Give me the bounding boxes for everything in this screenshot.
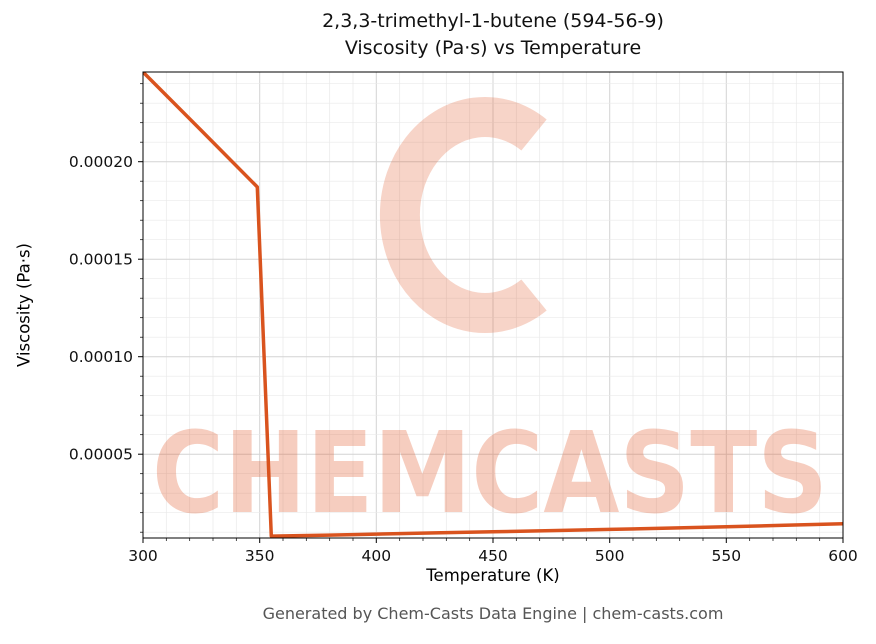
x-tick-label: 450 [478,547,508,565]
x-tick-label: 500 [595,547,625,565]
y-axis-label: Viscosity (Pa·s) [14,243,34,367]
x-tick-label: 300 [128,547,158,565]
x-tick-label: 350 [245,547,275,565]
chart-title: 2,3,3-trimethyl-1-butene (594-56-9) Visc… [143,8,843,62]
x-tick-label: 550 [712,547,742,565]
footer-credit: Generated by Chem-Casts Data Engine | ch… [262,604,724,623]
chart-title-line2: Viscosity (Pa·s) vs Temperature [344,37,642,59]
x-tick-label: 400 [362,547,392,565]
chart-title-line1: 2,3,3-trimethyl-1-butene (594-56-9) [322,10,664,32]
x-tick-label: 600 [828,547,858,565]
y-tick-label: 0.00005 [69,446,133,464]
y-tick-label: 0.00015 [69,251,133,269]
y-tick-label: 0.00010 [69,348,133,366]
y-tick-label: 0.00020 [69,153,133,171]
chemcasts-c-logo-watermark [379,97,547,333]
chemcasts-text-watermark: CHEMCASTS [152,409,828,539]
viscosity-line [143,72,843,538]
x-axis-label: Temperature (K) [426,566,560,585]
